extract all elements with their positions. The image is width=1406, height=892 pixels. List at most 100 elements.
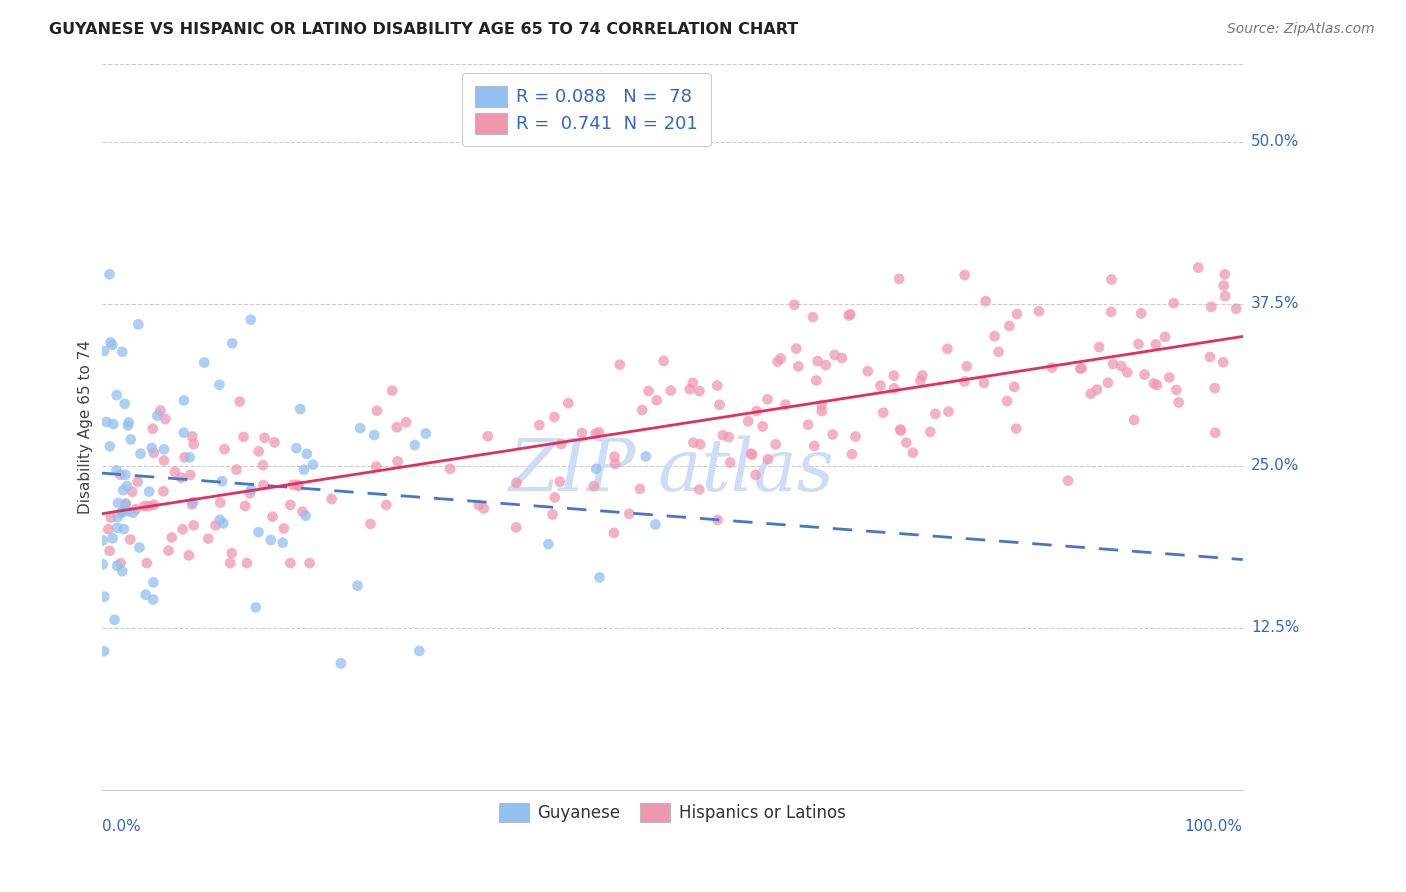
Point: [278, 556, 301, 570]
Point: [1144, 337, 1167, 351]
Point: [101, 338, 124, 352]
Point: [101, 531, 124, 545]
Point: [1159, 370, 1181, 384]
Point: [924, 407, 946, 421]
Point: [711, 428, 734, 442]
Point: [208, 377, 231, 392]
Point: [911, 368, 934, 383]
Point: [173, 450, 195, 465]
Point: [142, 422, 165, 436]
Point: [1040, 360, 1063, 375]
Point: [153, 442, 176, 457]
Point: [193, 355, 215, 369]
Point: [127, 318, 149, 332]
Point: [233, 499, 256, 513]
Point: [814, 358, 837, 372]
Point: [141, 441, 163, 455]
Point: [107, 496, 129, 510]
Point: [157, 543, 180, 558]
Point: [298, 556, 321, 570]
Point: [887, 272, 910, 286]
Point: [831, 351, 853, 365]
Point: [756, 392, 779, 407]
Point: [652, 354, 675, 368]
Point: [260, 533, 283, 547]
Point: [236, 556, 259, 570]
Point: [111, 564, 134, 578]
Point: [1146, 378, 1168, 392]
Point: [637, 384, 659, 398]
Point: [105, 463, 128, 477]
Point: [114, 496, 136, 510]
Point: [505, 520, 527, 534]
Point: [273, 521, 295, 535]
Point: [995, 394, 1018, 409]
Point: [1212, 355, 1234, 369]
Point: [744, 467, 766, 482]
Point: [262, 509, 284, 524]
Point: [529, 417, 551, 432]
Point: [751, 419, 773, 434]
Point: [93, 590, 115, 604]
Point: [689, 384, 711, 398]
Point: [253, 431, 276, 445]
Point: [741, 448, 763, 462]
Point: [208, 513, 231, 527]
Point: [146, 409, 169, 423]
Point: [682, 376, 704, 390]
Point: [689, 437, 711, 451]
Point: [1201, 300, 1223, 314]
Point: [142, 592, 165, 607]
Point: [152, 484, 174, 499]
Point: [1143, 376, 1166, 391]
Point: [682, 435, 704, 450]
Legend: Guyanese, Hispanics or Latinos: Guyanese, Hispanics or Latinos: [492, 797, 852, 829]
Point: [803, 439, 825, 453]
Point: [1130, 306, 1153, 320]
Point: [112, 522, 135, 536]
Point: [129, 447, 152, 461]
Point: [1123, 413, 1146, 427]
Text: 25.0%: 25.0%: [1251, 458, 1299, 474]
Point: [395, 415, 418, 429]
Point: [883, 381, 905, 395]
Point: [1213, 268, 1236, 282]
Point: [349, 421, 371, 435]
Point: [737, 414, 759, 428]
Point: [869, 378, 891, 392]
Point: [110, 467, 132, 482]
Point: [1199, 350, 1222, 364]
Point: [856, 364, 879, 378]
Point: [209, 495, 232, 509]
Point: [114, 467, 136, 482]
Point: [291, 505, 314, 519]
Point: [103, 417, 125, 431]
Point: [1097, 376, 1119, 390]
Point: [883, 368, 905, 383]
Point: [366, 459, 388, 474]
Point: [745, 404, 768, 418]
Point: [111, 344, 134, 359]
Point: [181, 495, 204, 509]
Point: [281, 478, 304, 492]
Point: [408, 644, 430, 658]
Point: [229, 394, 252, 409]
Point: [1005, 307, 1028, 321]
Point: [183, 437, 205, 451]
Point: [1080, 386, 1102, 401]
Point: [98, 439, 121, 453]
Point: [120, 533, 142, 547]
Point: [120, 433, 142, 447]
Point: [183, 518, 205, 533]
Point: [245, 600, 267, 615]
Point: [179, 467, 201, 482]
Point: [100, 335, 122, 350]
Point: [114, 498, 136, 512]
Point: [143, 498, 166, 512]
Point: [634, 450, 657, 464]
Point: [1099, 305, 1122, 319]
Point: [936, 342, 959, 356]
Point: [619, 507, 641, 521]
Point: [838, 309, 860, 323]
Point: [1069, 361, 1091, 376]
